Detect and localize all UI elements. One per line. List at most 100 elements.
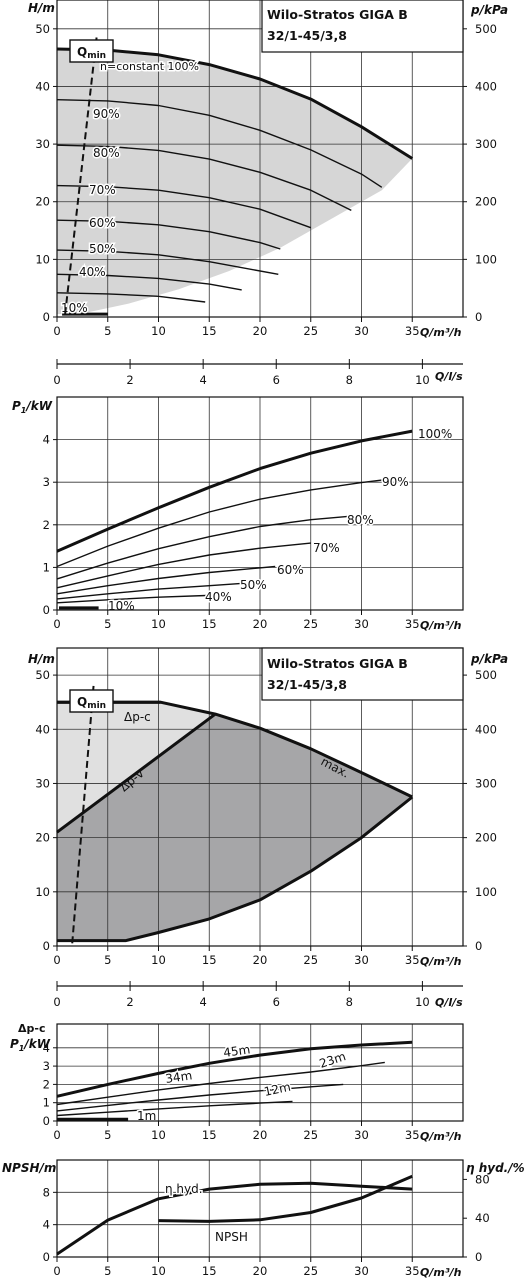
x-tick-label: 0 (53, 953, 60, 967)
y-tick-label: 0 (43, 1114, 50, 1128)
y-axis-label: P1/kW (12, 399, 53, 415)
y-tick-label: 30 (35, 776, 50, 790)
x-tick-label: 30 (354, 1128, 369, 1142)
x-tick-label: 10 (151, 1128, 166, 1142)
x-tick-label: 25 (303, 324, 318, 338)
y-tick-label: 40 (35, 722, 50, 736)
x-tick-label: 25 (303, 617, 318, 631)
x-tick-label: 30 (354, 617, 369, 631)
y2-tick-label: 0 (475, 939, 482, 953)
y-tick-label: 30 (35, 137, 50, 151)
axis-tick-label: 2 (126, 995, 133, 1009)
x-tick-label: 35 (405, 324, 420, 338)
y-tick-label: 40 (35, 79, 50, 93)
series-label-0: n=constant 100% (100, 60, 199, 73)
axis-tick-label: 6 (273, 373, 280, 387)
series-label-3: 12m (263, 1080, 292, 1099)
series-label-2: 80% (347, 513, 374, 527)
y2-tick-label: 400 (475, 79, 497, 93)
chart-hq-control-modes: max.Δp-cΔp-v 0 5 10 15 20 25 30 350102030405001… (28, 647, 508, 968)
series-label-6: 40% (205, 590, 232, 604)
chart-hq-variable-speed: n=constant 100% 90% 80% 70% 60% 50% 40% 10% 0 5 1… (28, 0, 508, 339)
y-tick-label: 8 (43, 1185, 50, 1199)
axis-tick-label: 8 (346, 373, 353, 387)
series-label-3: 70% (313, 541, 340, 555)
axis-tick-label: 4 (199, 995, 206, 1009)
chart-subtitle: 32/1-45/3,8 (267, 677, 347, 692)
chart-power: 100%90%80%70%60%50%40%10% 0 5 10 15 20 25 30 35… (12, 396, 464, 632)
y2-tick-label: 80 (475, 1172, 490, 1186)
series-label-5: 50% (89, 242, 116, 256)
x-tick-label: 0 (53, 1128, 60, 1142)
x-tick-label: 15 (202, 953, 217, 967)
series-label-7: 10% (108, 599, 135, 613)
y-tick-label: 20 (35, 831, 50, 845)
series-label-2: 80% (93, 146, 120, 160)
x-tick-label: 30 (354, 324, 369, 338)
y-tick-label: 0 (43, 939, 50, 953)
dp-c-area (57, 702, 216, 833)
axis-tick-label: 10 (415, 995, 430, 1009)
y-tick-label: 3 (43, 1059, 50, 1073)
series-label-3: 70% (89, 183, 116, 197)
series-line-3 (56, 184, 312, 229)
title-box: Wilo-Stratos GIGA B 32/1-45/3,8 (261, 0, 464, 53)
series-line-1 (56, 479, 382, 568)
qmin-line (71, 685, 95, 944)
x-tick-label: 15 (202, 1264, 217, 1278)
y-tick-label: 1 (43, 560, 50, 574)
series-line-3 (56, 1100, 293, 1117)
axis-q-ls-1: Q/l/s 0 2 4 6 8 10 (53, 359, 463, 387)
x-tick-label: 5 (104, 1128, 111, 1142)
series-line-2 (56, 515, 350, 580)
x-tick-label: 15 (202, 324, 217, 338)
axis-label: Q/l/s (435, 996, 463, 1009)
y-axis-label: NPSH/m (2, 1161, 56, 1175)
svg-text:Qmin: Qmin (77, 695, 106, 711)
series-line-5 (56, 249, 279, 275)
series-label-4: 60% (89, 216, 116, 230)
series-label-4: 1m (137, 1109, 156, 1123)
x-tick-label: 20 (253, 1128, 268, 1142)
x-axis-label: Q/m³/h (420, 1266, 462, 1279)
y2-tick-label: 400 (475, 722, 497, 736)
y2-tick-label: 300 (475, 776, 497, 790)
axis-tick-label: 10 (415, 373, 430, 387)
x-tick-label: 30 (354, 1264, 369, 1278)
series-line-4 (56, 565, 276, 595)
y-tick-label: 3 (43, 475, 50, 489)
series-label-1: NPSH (215, 1230, 248, 1244)
y-axis-label: H/m (28, 1, 55, 15)
chart-title: Wilo-Stratos GIGA B (267, 656, 408, 671)
x-axis-label: Q/m³/h (420, 955, 462, 968)
series-line-4 (56, 219, 281, 250)
series-label-1: 34m (164, 1068, 193, 1086)
series-label-5: 50% (240, 578, 267, 592)
series-line-2 (56, 1083, 344, 1112)
axis-tick-label: 2 (126, 373, 133, 387)
y-axis-label: H/m (28, 652, 55, 666)
x-tick-label: 10 (151, 953, 166, 967)
axis-label: Q/l/s (435, 370, 463, 383)
series-label-0: η hyd. (165, 1182, 203, 1196)
x-tick-label: 35 (405, 617, 420, 631)
x-tick-label: 10 (151, 324, 166, 338)
y2-tick-label: 0 (475, 1250, 482, 1264)
axis-tick-label: 8 (346, 995, 353, 1009)
series-line-0 (56, 1040, 413, 1098)
qmin-line (64, 37, 98, 315)
series-line-2 (56, 712, 217, 834)
y-tick-label: 2 (43, 1077, 50, 1091)
y-tick-label: 10 (35, 885, 50, 899)
chart-title: Wilo-Stratos GIGA B (267, 7, 408, 22)
x-axis-label: Q/m³/h (420, 326, 462, 339)
series-label-1: 90% (93, 107, 120, 121)
y-tick-label: 10 (35, 252, 50, 266)
y-tick-label: 0 (43, 1250, 50, 1264)
series-label-8: 10% (61, 301, 88, 315)
x-tick-label: 20 (253, 324, 268, 338)
x-tick-label: 5 (104, 953, 111, 967)
